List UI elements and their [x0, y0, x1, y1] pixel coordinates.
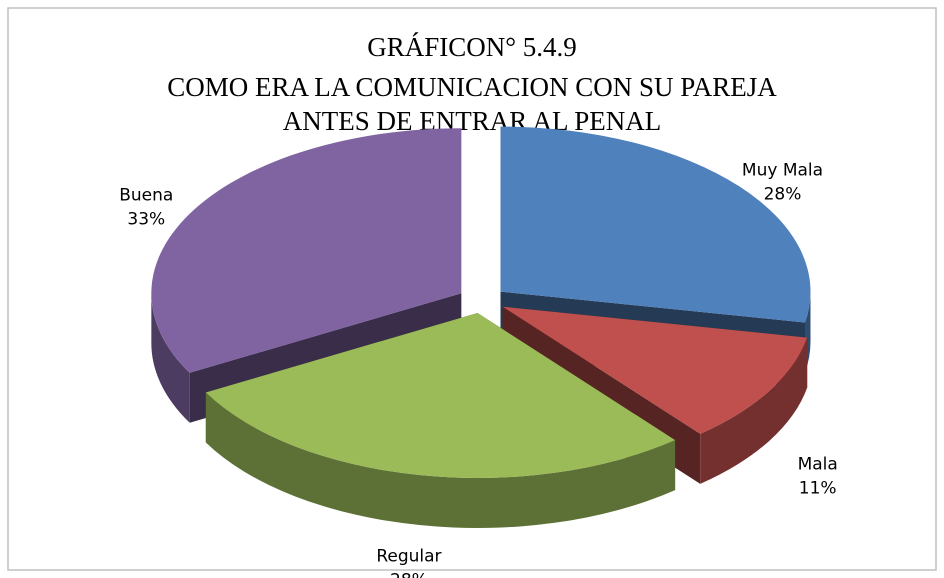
chart-title: COMO ERA LA COMUNICACION CON SU PAREJA [167, 72, 777, 102]
data-label-value: 28% [764, 185, 802, 205]
slice [205, 312, 676, 528]
chart-title: GRÁFICON° 5.4.9 [367, 32, 577, 62]
pie [151, 126, 811, 528]
slice-top [151, 128, 462, 373]
slice-wall [151, 293, 190, 423]
data-label-name: Mala [798, 454, 838, 474]
slice-top [205, 312, 676, 478]
data-label-name: Muy Mala [742, 161, 823, 181]
data-label-value: 28% [390, 571, 428, 578]
data-label-name: Buena [119, 186, 173, 206]
slice-top [500, 126, 811, 323]
data-label-value: 11% [799, 478, 837, 498]
slice-wall [700, 337, 808, 484]
data-label-name: Regular [376, 547, 441, 567]
slice-wall [205, 392, 676, 528]
labels: Muy Mala 28% Mala 11% Regular 28% Buena 33% [119, 161, 838, 578]
data-label-value: 33% [127, 210, 165, 230]
slice-top [502, 306, 808, 434]
chart-title: ANTES DE ENTRAR AL PENAL [283, 106, 662, 136]
